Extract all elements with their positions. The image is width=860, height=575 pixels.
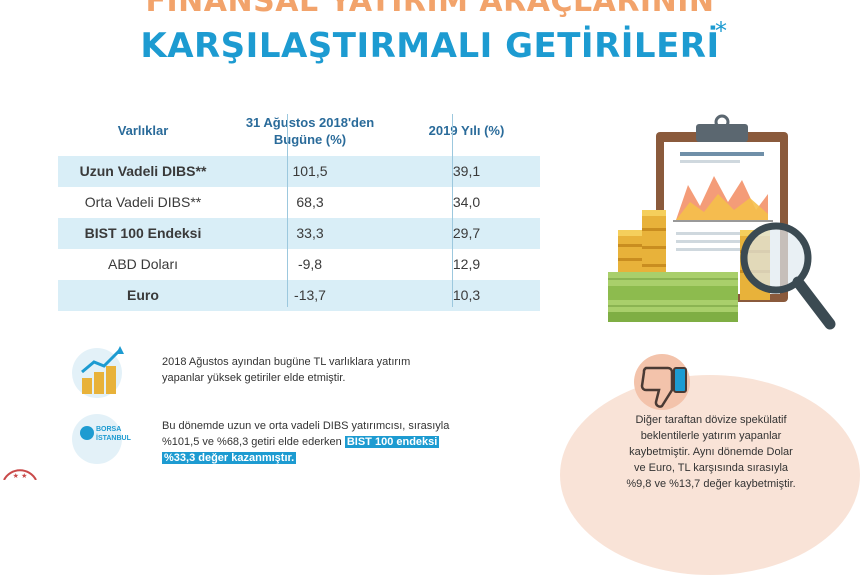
peach-line5: %9,8 ve %13,7 değer kaybetmiştir. xyxy=(626,478,796,490)
note-tl-returns: 2018 Ağustos ayından bugüne TL varlıklar… xyxy=(162,354,410,386)
returns-table: Varlıklar 31 Ağustos 2018'den Bugüne (%)… xyxy=(58,108,540,311)
borsa-istanbul-logo: BORSA İSTANBUL xyxy=(96,425,131,443)
cell-asset: Uzun Vadeli DIBS** xyxy=(79,163,207,179)
cell-2019: 39,1 xyxy=(452,163,481,179)
note2-line2a: %101,5 ve %68,3 getiri elde ederken xyxy=(162,436,345,448)
cell-asset: Euro xyxy=(127,287,159,303)
cell-2019: 29,7 xyxy=(452,225,481,241)
cell-since-2018: 33,3 xyxy=(296,225,324,241)
seal-icon: ★ ★ xyxy=(3,469,37,480)
cell-asset: ABD Doları xyxy=(107,256,179,272)
column-divider xyxy=(452,114,453,307)
cell-2019: 10,3 xyxy=(452,287,481,303)
cell-2019: 12,9 xyxy=(452,256,481,272)
svg-text:★ ★: ★ ★ xyxy=(13,472,28,480)
currency-loss-text: Diğer taraftan dövize spekülatif beklent… xyxy=(583,412,839,492)
header-2019: 2019 Yılı (%) xyxy=(428,123,505,138)
header-since-2018: 31 Ağustos 2018'den Bugüne (%) xyxy=(230,114,390,148)
chart-icon xyxy=(676,176,768,251)
table-row: Uzun Vadeli DIBS** 101,5 39,1 xyxy=(58,156,540,187)
borsa-logo-text1: BORSA xyxy=(96,426,122,433)
page-title: KARŞILAŞTIRMALI GETİRİLERİ xyxy=(140,26,720,66)
table-row: BIST 100 Endeksi 33,3 29,7 xyxy=(58,218,540,249)
note2-highlight1: BIST 100 endeksi xyxy=(344,436,440,448)
note2-highlight2: %33,3 değer kazanmıştır. xyxy=(162,452,297,464)
title-asterisk: * xyxy=(715,17,727,45)
note2-line1: Bu dönemde uzun ve orta vadeli DIBS yatı… xyxy=(162,420,450,432)
borsa-logo-mark xyxy=(80,426,94,440)
note2-line3: %33,3 değer kazanmıştır. xyxy=(162,450,449,466)
note1-line2: yapanlar yüksek getiriler elde etmiştir. xyxy=(162,372,346,384)
cell-since-2018: 101,5 xyxy=(292,163,328,179)
header-assets: Varlıklar xyxy=(117,123,169,138)
column-divider xyxy=(287,114,288,307)
table-row: Euro -13,7 10,3 xyxy=(58,280,540,311)
peach-line2: beklentilerle yatırım yapanlar xyxy=(640,430,782,442)
peach-line3: kaybetmiştir. Aynı dönemde Dolar xyxy=(629,446,793,458)
cell-asset: Orta Vadeli DIBS** xyxy=(84,194,202,210)
peach-line1: Diğer taraftan dövize spekülatif xyxy=(635,414,787,426)
cell-asset: BIST 100 Endeksi xyxy=(84,225,202,241)
table-row: ABD Doları -9,8 12,9 xyxy=(58,249,540,280)
finance-illustration xyxy=(608,114,836,330)
borsa-logo-bg xyxy=(72,414,122,464)
table-header: Varlıklar 31 Ağustos 2018'den Bugüne (%)… xyxy=(58,108,540,156)
header-since-2018-line2: Bugüne (%) xyxy=(273,132,347,147)
cell-since-2018: -13,7 xyxy=(294,287,326,303)
magnifier-icon xyxy=(740,222,836,330)
cell-since-2018: -9,8 xyxy=(297,256,323,272)
cell-2019: 34,0 xyxy=(452,194,481,210)
header-since-2018-line1: 31 Ağustos 2018'den xyxy=(245,115,375,130)
note1-line1: 2018 Ağustos ayından bugüne TL varlıklar… xyxy=(162,356,411,368)
peach-line4: ve Euro, TL karşısında sırasıyla xyxy=(633,462,789,474)
note2-line2: %101,5 ve %68,3 getiri elde ederken BIST… xyxy=(162,434,449,450)
note-dibs-returns: Bu dönemde uzun ve orta vadeli DIBS yatı… xyxy=(162,418,449,466)
growth-coins-icon xyxy=(81,346,124,394)
borsa-logo-text2: İSTANBUL xyxy=(96,435,131,442)
banknotes-icon xyxy=(608,272,738,322)
title-top: FİNANSAL YATIRIM ARAÇLARININ xyxy=(145,0,715,19)
thumbs-down-icon xyxy=(634,354,690,410)
table-row: Orta Vadeli DIBS** 68,3 34,0 xyxy=(58,187,540,218)
cell-since-2018: 68,3 xyxy=(296,194,324,210)
